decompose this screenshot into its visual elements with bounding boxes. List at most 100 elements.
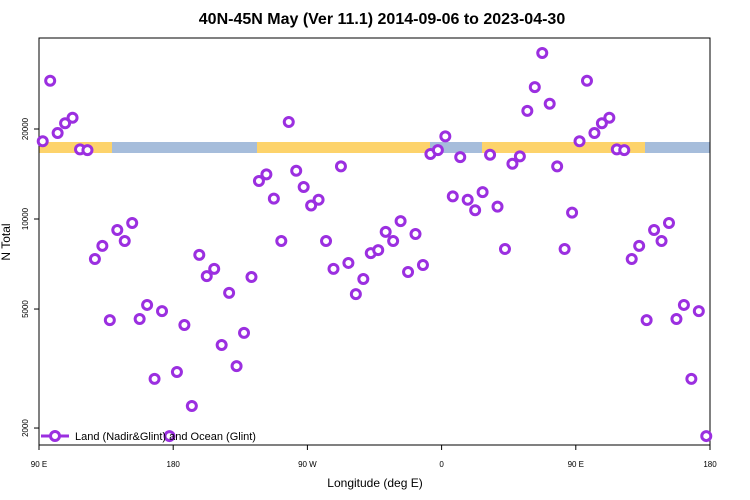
data-point xyxy=(252,175,265,188)
band-land xyxy=(257,142,430,153)
data-point xyxy=(178,319,191,332)
data-point xyxy=(618,144,631,157)
data-point xyxy=(357,273,370,286)
data-point xyxy=(103,314,116,327)
data-point xyxy=(394,215,407,228)
x-tick-label: 90 W xyxy=(298,460,317,469)
data-point xyxy=(662,216,675,229)
data-point xyxy=(484,148,497,161)
y-tick-label: 5000 xyxy=(21,300,30,318)
chart-title: 40N-45N May (Ver 11.1) 2014-09-06 to 202… xyxy=(199,11,566,28)
data-point xyxy=(193,248,206,261)
data-point xyxy=(133,313,146,326)
data-point xyxy=(51,126,64,139)
data-point xyxy=(625,252,638,265)
data-point xyxy=(185,399,198,412)
x-tick-label: 180 xyxy=(703,460,717,469)
data-point xyxy=(215,339,228,352)
data-point xyxy=(700,430,713,443)
band-land xyxy=(482,142,645,153)
data-point xyxy=(200,270,213,283)
data-point xyxy=(238,326,251,339)
y-tick-label: 10000 xyxy=(21,207,30,230)
data-point xyxy=(633,239,646,252)
legend-label: Land (Nadir&Glint) and Ocean (Glint) xyxy=(75,431,256,443)
data-point xyxy=(677,298,690,311)
y-tick-label: 2000 xyxy=(21,419,30,437)
data-point xyxy=(290,164,303,177)
data-point xyxy=(36,135,49,148)
data-point xyxy=(439,130,452,143)
data-point xyxy=(491,200,504,213)
x-axis-label: Longitude (deg E) xyxy=(327,476,422,490)
data-point xyxy=(81,144,94,157)
data-point xyxy=(170,365,183,378)
data-point xyxy=(603,111,616,124)
data-point xyxy=(543,97,556,110)
data-point xyxy=(141,298,154,311)
data-point xyxy=(595,117,608,130)
data-point xyxy=(282,116,295,129)
x-tick-label: 90 E xyxy=(568,460,584,469)
data-point xyxy=(431,144,444,157)
data-point xyxy=(88,252,101,265)
data-point xyxy=(580,74,593,87)
data-point xyxy=(223,286,236,299)
data-point xyxy=(402,265,415,278)
data-point xyxy=(163,430,176,443)
band-ocean xyxy=(645,142,710,153)
data-point xyxy=(469,204,482,217)
y-axis-label: N Total xyxy=(0,223,13,260)
data-point xyxy=(66,111,79,124)
data-point xyxy=(476,186,489,199)
data-point xyxy=(670,313,683,326)
data-point xyxy=(305,199,318,212)
data-point xyxy=(521,104,534,117)
x-tick-label: 180 xyxy=(167,460,181,469)
data-point xyxy=(44,74,57,87)
x-tick-label: 90 E xyxy=(31,460,47,469)
data-point xyxy=(461,193,474,206)
data-point xyxy=(692,305,705,318)
data-point xyxy=(275,235,288,248)
legend-marker xyxy=(49,430,61,442)
data-point xyxy=(536,47,549,60)
legend: Land (Nadir&Glint) and Ocean (Glint) xyxy=(41,430,256,443)
data-point xyxy=(118,235,131,248)
data-point xyxy=(208,262,221,275)
data-point xyxy=(551,160,564,173)
data-point xyxy=(379,225,392,238)
data-point xyxy=(59,117,72,130)
data-point xyxy=(327,262,340,275)
data-point xyxy=(320,235,333,248)
data-point xyxy=(245,270,258,283)
data-point xyxy=(372,244,385,257)
data-point xyxy=(409,227,422,240)
data-point xyxy=(640,314,653,327)
data-point xyxy=(648,223,661,236)
data-point xyxy=(334,160,347,173)
data-point xyxy=(506,157,519,170)
data-point xyxy=(387,235,400,248)
data-point xyxy=(566,206,579,219)
data-point xyxy=(230,360,243,373)
data-point xyxy=(498,242,511,255)
data-point xyxy=(513,150,526,163)
data-point xyxy=(446,190,459,203)
data-point xyxy=(260,168,273,181)
data-point xyxy=(148,372,161,385)
data-point xyxy=(416,258,429,271)
data-point xyxy=(685,372,698,385)
data-point xyxy=(454,151,467,164)
y-tick-label: 20000 xyxy=(21,117,30,140)
data-point xyxy=(342,256,355,269)
band-ocean xyxy=(112,142,257,153)
data-point xyxy=(297,180,310,193)
plot-frame xyxy=(38,37,711,446)
land-ocean-band xyxy=(39,142,710,153)
data-point xyxy=(312,193,325,206)
data-point xyxy=(349,288,362,301)
data-point xyxy=(588,126,601,139)
data-point xyxy=(267,192,280,205)
data-point xyxy=(573,135,586,148)
